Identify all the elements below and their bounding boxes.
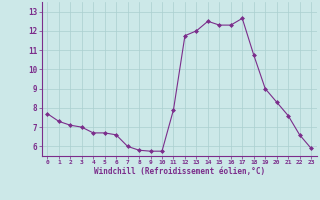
X-axis label: Windchill (Refroidissement éolien,°C): Windchill (Refroidissement éolien,°C): [94, 167, 265, 176]
